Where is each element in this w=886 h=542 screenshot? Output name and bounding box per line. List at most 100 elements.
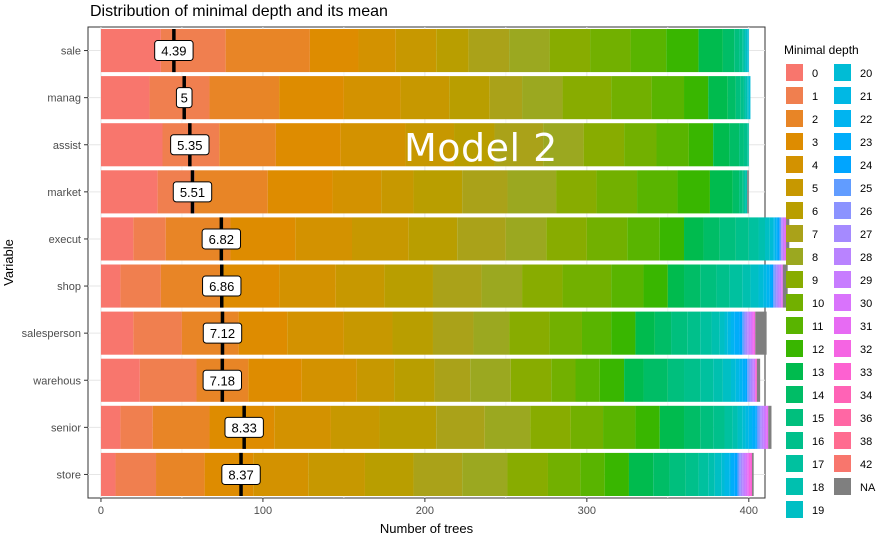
bar-segment-market-depth-5: [381, 170, 414, 214]
bar-segment-warehous-depth-20: [730, 358, 736, 402]
bar-segment-sale-depth-9: [549, 29, 591, 73]
bar-segment-senior-depth-12: [635, 405, 660, 449]
bar-segment-store-depth-0: [100, 452, 116, 496]
bar-segment-shop-depth-11: [611, 264, 644, 308]
bar-segment-market-depth-0: [100, 170, 158, 214]
bar-segment-senior-depth-7: [436, 405, 485, 449]
mean-label-market: 5.51: [180, 185, 205, 200]
legend-key-22: [834, 110, 851, 127]
bar-segment-store-depth-20: [721, 452, 725, 496]
bar-segment-market-depth-4: [332, 170, 382, 214]
bar-segment-execut-depth-17: [748, 217, 759, 261]
legend-label-0: 0: [812, 68, 818, 80]
bar-segment-execut-depth-1: [133, 217, 166, 261]
bar-segment-manag-depth-12: [684, 76, 709, 120]
bar-segment-warehous-depth-8: [470, 358, 511, 402]
legend-label-22: 22: [860, 114, 872, 126]
bar-segment-salesperson-depth-7: [432, 311, 474, 355]
bar-segment-execut-depth-3: [230, 217, 296, 261]
bar-segment-senior-depth-NA: [768, 405, 772, 449]
bar-segment-salesperson-depth-22: [730, 311, 735, 355]
bar-segment-store-depth-5: [308, 452, 365, 496]
bar-segment-assist-depth-5: [405, 123, 455, 167]
bar-segment-assist-depth-13: [713, 123, 730, 167]
bar-segment-store-depth-32: [748, 452, 751, 496]
y-tick-label-manag: manag: [47, 93, 81, 105]
bar-segment-warehous-depth-16: [684, 358, 701, 402]
bar-segment-manag-depth-16: [740, 76, 744, 120]
bar-segment-salesperson-depth-26: [743, 311, 746, 355]
bar-segment-execut-depth-0: [100, 217, 134, 261]
legend-key-11: [786, 317, 803, 334]
legend-key-7: [786, 225, 803, 242]
legend-key-0: [786, 64, 803, 81]
bar-segment-execut-depth-29: [782, 217, 785, 261]
bar-segment-salesperson-depth-17: [700, 311, 712, 355]
bar-segment-warehous-depth-26: [748, 358, 751, 402]
bar-segment-senior-depth-20: [742, 405, 746, 449]
bar-segment-manag-depth-0: [100, 76, 150, 120]
bar-segment-shop-depth-9: [522, 264, 563, 308]
legend-label-21: 21: [860, 91, 872, 103]
legend-label-15: 15: [812, 413, 824, 425]
bar-segment-salesperson-depth-32: [753, 311, 756, 355]
bar-segment-assist-depth-9: [583, 123, 625, 167]
bar-segment-senior-depth-29: [763, 405, 765, 449]
bar-segment-sale-depth-4: [358, 29, 396, 73]
bar-segment-execut-depth-25: [779, 217, 782, 261]
bar-segment-sale-depth-15: [734, 29, 740, 73]
bar-segment-store-depth-14: [653, 452, 670, 496]
bar-segment-store-depth-12: [604, 452, 629, 496]
bar-segment-sale-depth-18: [743, 29, 746, 73]
mean-label-box-manag: [175, 87, 193, 109]
bar-segment-warehous-depth-25: [747, 358, 749, 402]
bar-segment-store-depth-33: [750, 452, 753, 496]
bar-segment-warehous-depth-3: [248, 358, 302, 402]
bar-segment-shop-depth-13: [667, 264, 685, 308]
bar-segment-manag-depth-15: [735, 76, 741, 120]
bar-segment-senior-depth-14: [684, 405, 701, 449]
legend-label-32: 32: [860, 344, 872, 356]
bar-segment-salesperson-depth-18: [711, 311, 720, 355]
bar-segment-shop-depth-16: [716, 264, 730, 308]
bar-segment-salesperson-depth-13: [635, 311, 655, 355]
bar-segment-shop-depth-5: [335, 264, 385, 308]
bar-segment-shop-depth-27: [776, 264, 778, 308]
bar-segment-shop-depth-12: [643, 264, 668, 308]
bar-segment-market-depth-17: [743, 170, 746, 214]
bar-segment-store-depth-29: [743, 452, 746, 496]
bar-segment-manag-depth-3: [279, 76, 344, 120]
bar-segment-sale-depth-17: [742, 29, 744, 73]
bar-segment-store-depth-16: [685, 452, 699, 496]
bar-segment-execut-depth-22: [774, 217, 777, 261]
bar-segment-senior-depth-0: [100, 405, 121, 449]
bar-segment-sale-depth-6: [436, 29, 469, 73]
bar-segment-execut-depth-24: [777, 217, 780, 261]
legend-key-18: [786, 478, 803, 495]
bar-segment-warehous-depth-15: [667, 358, 685, 402]
bar-segment-store-depth-9: [507, 452, 548, 496]
bar-segment-salesperson-depth-NA: [755, 311, 767, 355]
y-tick-label-assist: assist: [53, 140, 81, 152]
bar-segment-sale-depth-14: [722, 29, 735, 73]
bar-segment-shop-depth-1: [120, 264, 161, 308]
bar-segment-execut-depth-28: [781, 217, 783, 261]
legend-key-12: [786, 340, 803, 357]
y-tick-label-execut: execut: [49, 234, 81, 246]
bar-segment-senior-depth-8: [484, 405, 531, 449]
bar-segment-shop-depth-18: [742, 264, 751, 308]
x-tick-label-100: 100: [254, 505, 272, 517]
bar-segment-execut-depth-21: [773, 217, 775, 261]
bar-segment-execut-depth-11: [627, 217, 660, 261]
bar-segment-senior-depth-31: [766, 405, 769, 449]
bar-segment-assist-depth-4: [340, 123, 406, 167]
legend-label-25: 25: [860, 183, 872, 195]
bar-segment-senior-depth-19: [737, 405, 743, 449]
bar-segment-store-depth-NA: [752, 452, 754, 496]
bar-segment-salesperson-depth-23: [734, 311, 740, 355]
legend-title: Minimal depth: [784, 43, 859, 57]
bar-segment-execut-depth-20: [769, 217, 774, 261]
bar-segment-store-depth-7: [413, 452, 463, 496]
bar-segment-store-depth-10: [547, 452, 581, 496]
bar-segment-store-depth-18: [708, 452, 715, 496]
